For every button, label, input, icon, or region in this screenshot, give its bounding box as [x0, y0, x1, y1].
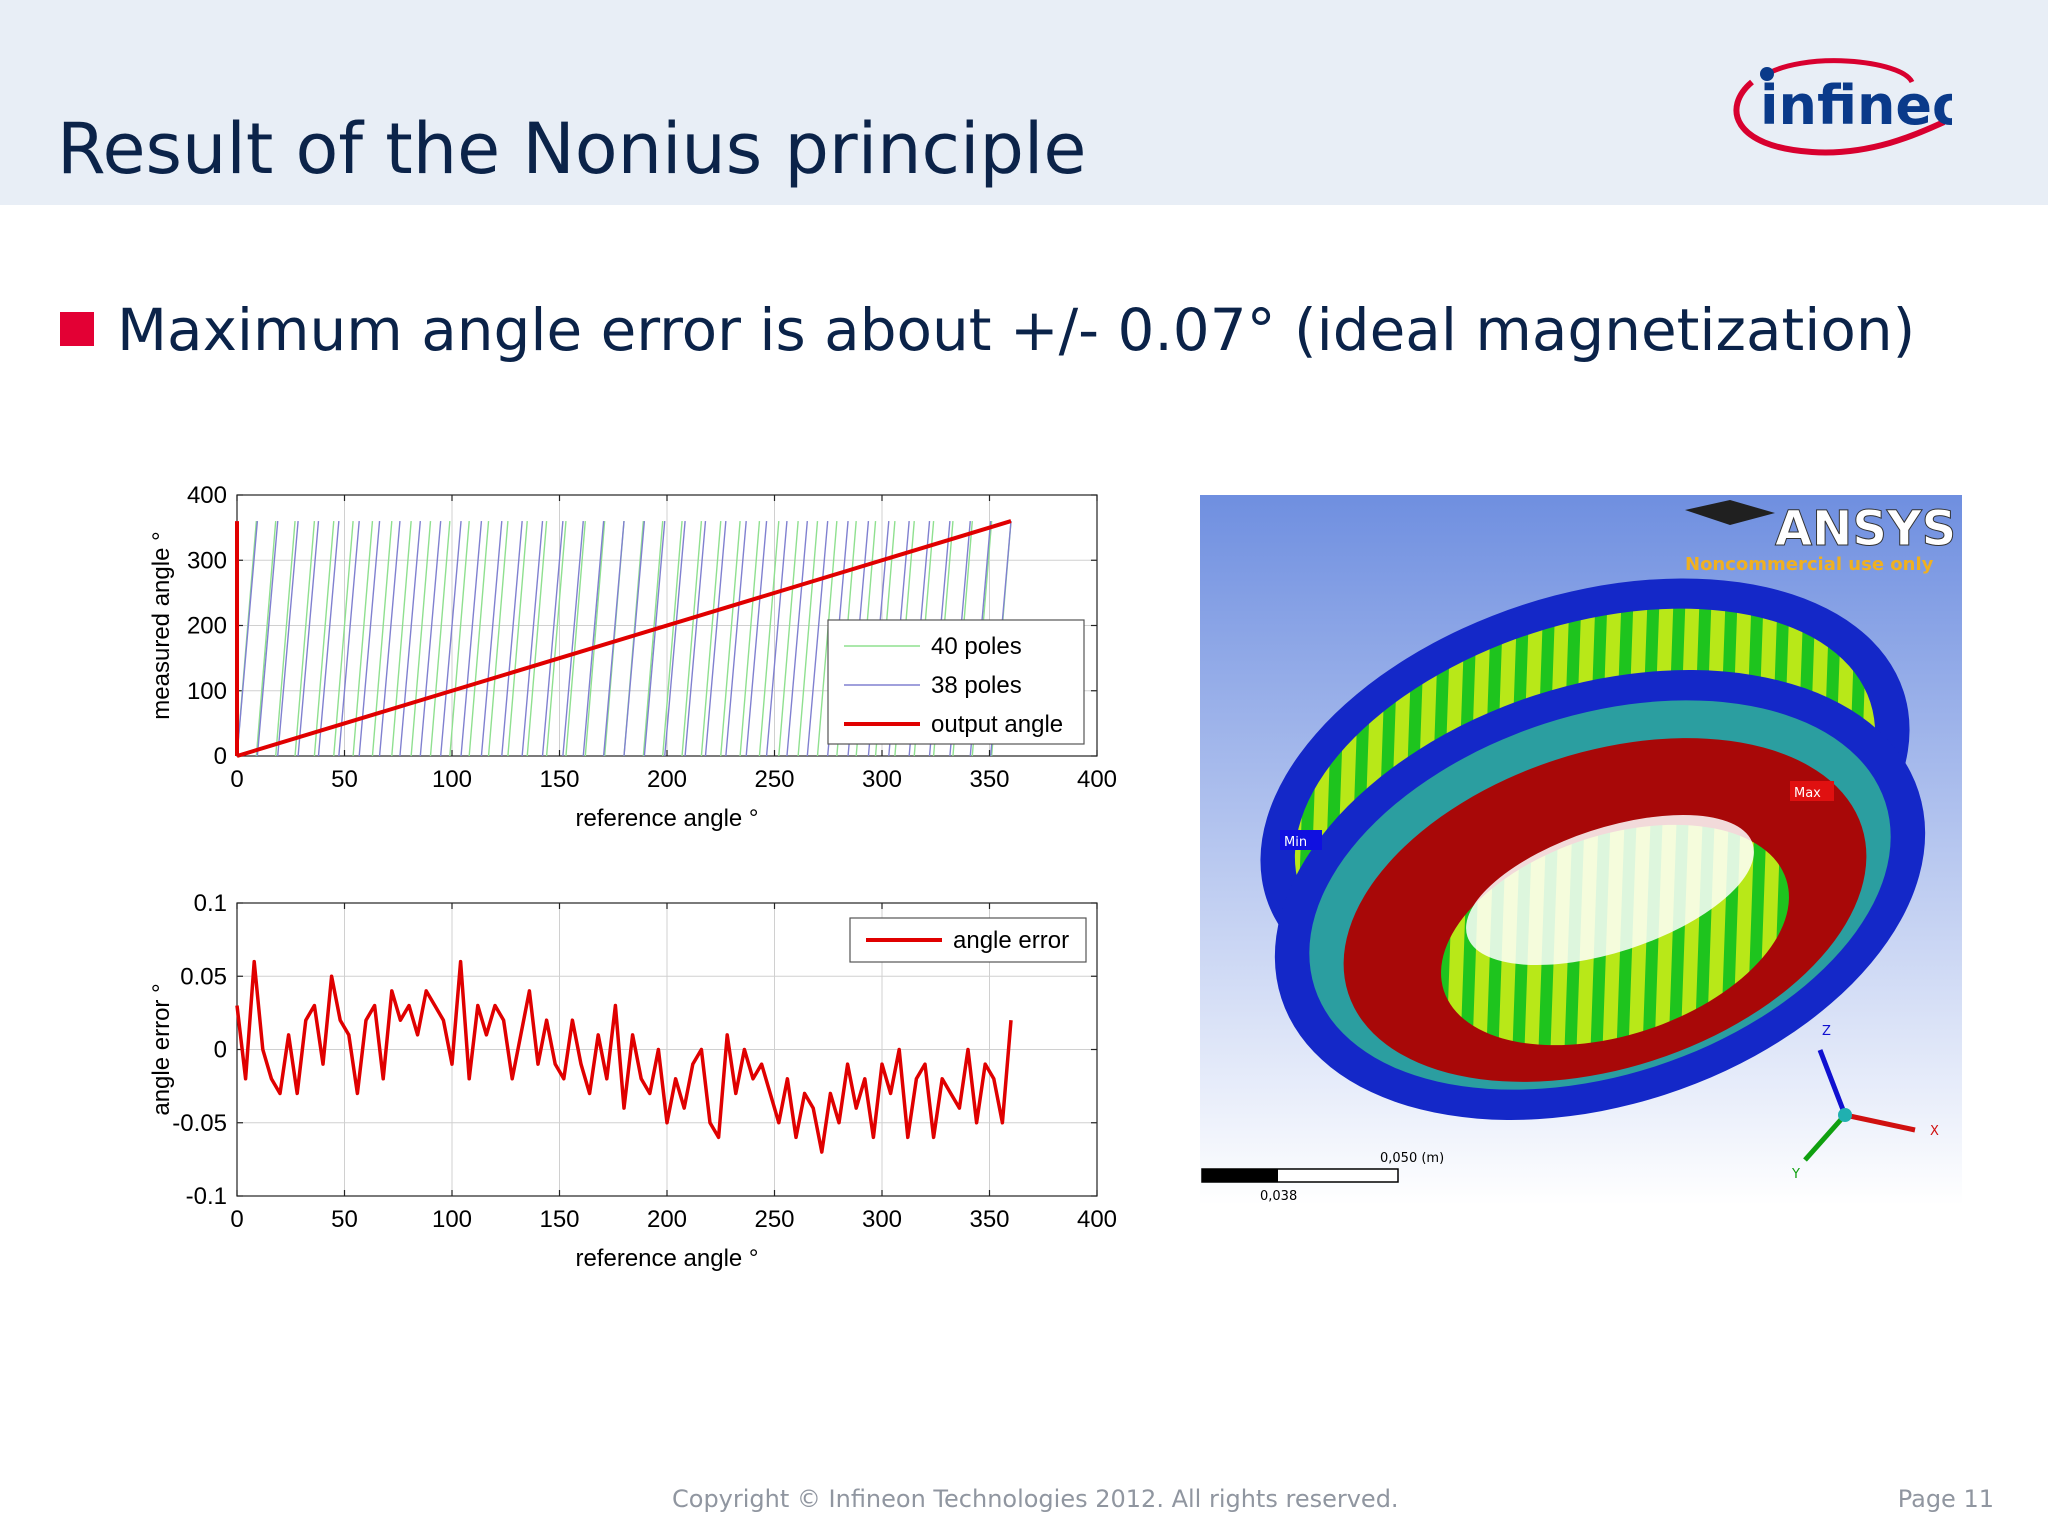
- ansys-rendering: ANSYS Noncommercial use only Min Max 0,0…: [1200, 495, 1962, 1205]
- scale-bar-fill: [1202, 1169, 1278, 1182]
- x-axis-label-0: reference angle °: [575, 805, 758, 832]
- legend-label-0: 40 poles: [931, 633, 1022, 660]
- y-tick-label-0-0: 0: [214, 743, 227, 770]
- x-tick-label-0-0: 0: [230, 766, 243, 793]
- x-tick-label-1-6: 300: [862, 1206, 902, 1233]
- series-output-angle: [236, 519, 1012, 758]
- scale-label-top: 0,050 (m): [1380, 1151, 1444, 1166]
- x-axis: [1844, 1112, 1916, 1133]
- max-marker: [1790, 781, 1834, 801]
- ansys-brand: ANSYS: [1775, 501, 1956, 557]
- z-axis: [1817, 1049, 1848, 1116]
- x-tick-label-1-5: 250: [754, 1206, 794, 1233]
- slide-title: Result of the Nonius principle: [57, 108, 1087, 190]
- y-tick-label-1-4: -0.1: [186, 1183, 227, 1210]
- y-label: Y: [1791, 1167, 1800, 1182]
- series-angle-error: [235, 959, 1013, 1154]
- y-tick-label-0-4: 400: [187, 482, 227, 509]
- x-tick-label-0-6: 300: [862, 766, 902, 793]
- charts-area: 0 50 100 150 200 250 300 350 400 0 100 200 300 400 ref…: [148, 482, 1117, 1272]
- y-axis: [1803, 1113, 1847, 1162]
- footer-copyright: Copyright © Infineon Technologies 2012. …: [672, 1485, 1399, 1513]
- y-tick-label-0-2: 200: [187, 613, 227, 640]
- bullet-square: [60, 312, 94, 346]
- x-tick-label-1-4: 200: [647, 1206, 687, 1233]
- x-tick-label-1-8: 400: [1077, 1206, 1117, 1233]
- infineon-logo: infineon: [1733, 58, 1952, 156]
- x-tick-label-1-3: 150: [539, 1206, 579, 1233]
- center-hole: [1466, 814, 1754, 966]
- header-band: [0, 0, 2048, 205]
- x-tick-label-0-5: 250: [754, 766, 794, 793]
- legend-label-2: output angle: [931, 711, 1063, 738]
- x-axis-label-1: reference angle °: [575, 1245, 758, 1272]
- x-tick-label-0-2: 100: [432, 766, 472, 793]
- min-marker: [1280, 830, 1322, 850]
- x-tick-label-0-4: 200: [647, 766, 687, 793]
- z-label: Z: [1822, 1024, 1831, 1039]
- legend-label-error: angle error: [953, 927, 1069, 954]
- y-tick-label-1-0: 0.1: [194, 890, 227, 917]
- scale-label-bottom: 0,038: [1260, 1189, 1297, 1204]
- legend-label-1: 38 poles: [931, 672, 1022, 699]
- x-tick-label-1-7: 350: [969, 1206, 1009, 1233]
- x-tick-label-0-8: 400: [1077, 766, 1117, 793]
- x-tick-label-1-0: 0: [230, 1206, 243, 1233]
- x-tick-label-1-1: 50: [331, 1206, 358, 1233]
- y-tick-label-1-1: 0.05: [180, 963, 227, 990]
- logo-wordmark: infineon: [1760, 74, 1952, 137]
- y-axis-label-0: measured angle °: [148, 531, 175, 719]
- bullet-text: Maximum angle error is about +/- 0.07° (…: [117, 296, 1916, 364]
- min-label: Min: [1284, 835, 1307, 850]
- y-tick-label-1-3: -0.05: [172, 1110, 227, 1137]
- x-label: X: [1930, 1124, 1939, 1139]
- x-tick-label-1-2: 100: [432, 1206, 472, 1233]
- y-tick-label-1-2: 0: [214, 1037, 227, 1064]
- x-tick-label-0-7: 350: [969, 766, 1009, 793]
- y-tick-label-0-1: 100: [187, 678, 227, 705]
- x-tick-label-0-1: 50: [331, 766, 358, 793]
- y-tick-label-0-3: 300: [187, 547, 227, 574]
- mortarboard-icon: [1685, 500, 1775, 525]
- y-axis-label-1: angle error °: [148, 983, 175, 1115]
- page-number: Page 11: [1897, 1485, 1994, 1513]
- ansys-notice: Noncommercial use only: [1685, 554, 1934, 575]
- x-tick-label-0-3: 150: [539, 766, 579, 793]
- max-label: Max: [1794, 786, 1821, 801]
